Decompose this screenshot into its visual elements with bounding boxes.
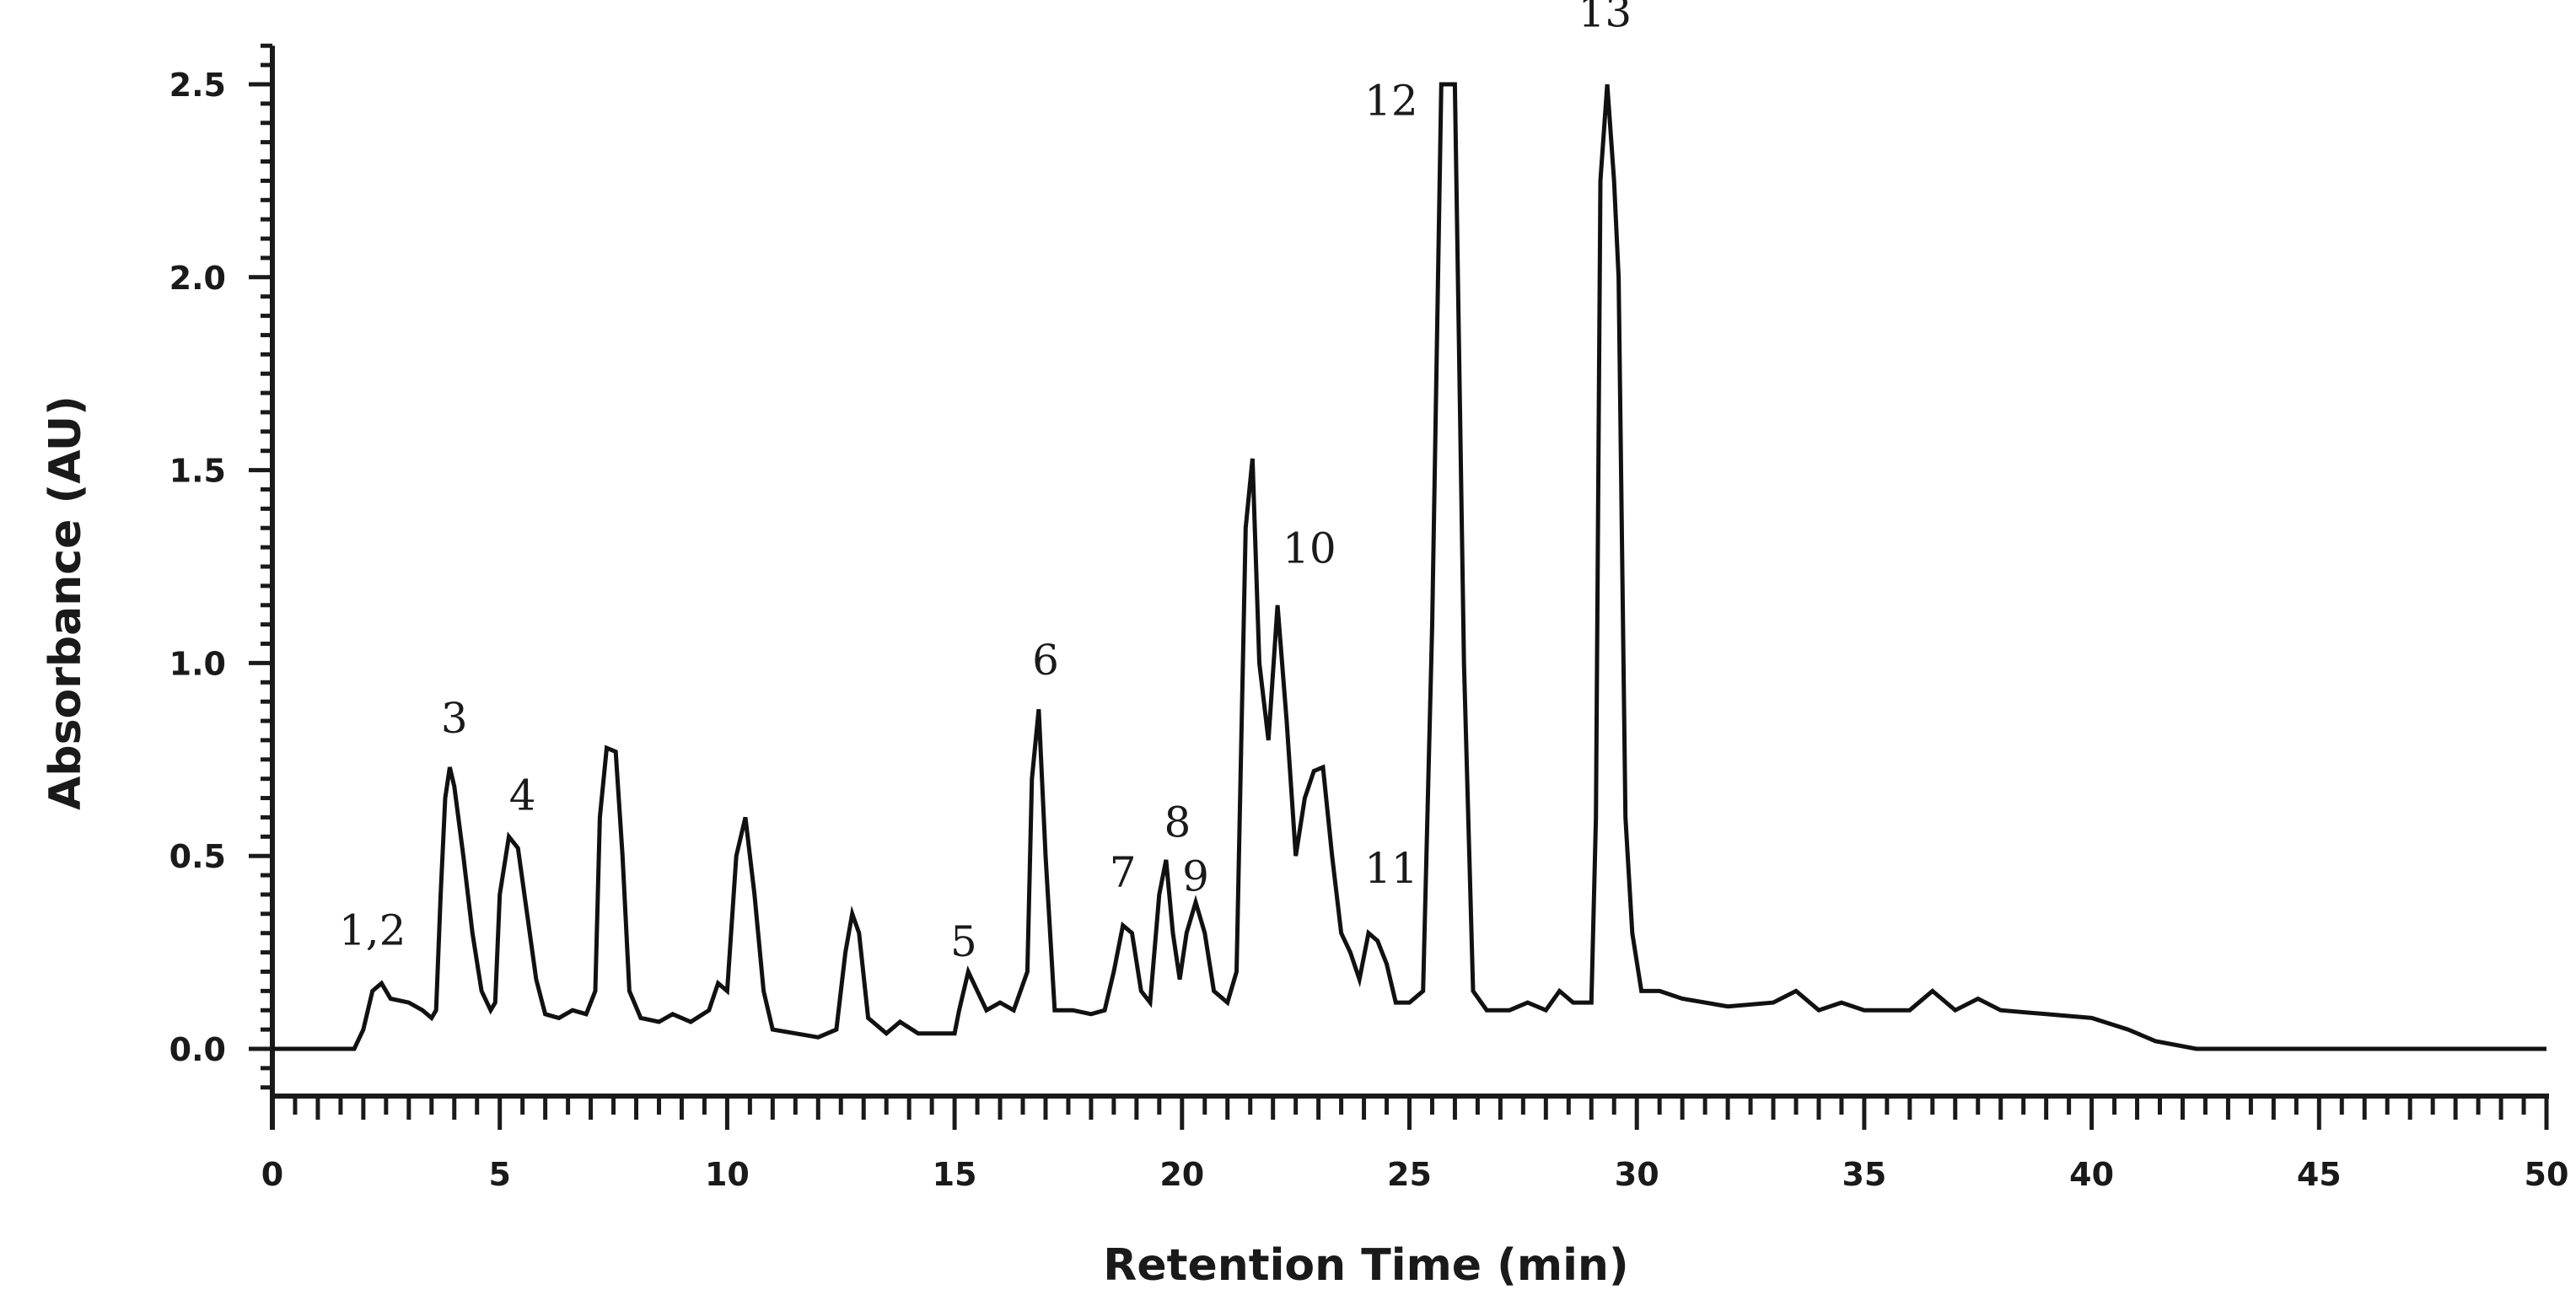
chromatogram-trace bbox=[272, 82, 2546, 1051]
axes bbox=[270, 46, 2549, 1130]
peak-label: 5 bbox=[950, 917, 977, 966]
x-tick-label: 45 bbox=[2297, 1156, 2342, 1193]
peak-label: 1,2 bbox=[339, 906, 406, 954]
x-tick-label: 15 bbox=[933, 1156, 977, 1193]
y-tick-label: 2.0 bbox=[169, 260, 226, 297]
peak-label: 4 bbox=[509, 771, 536, 820]
y-tick-label: 1.5 bbox=[169, 453, 226, 490]
peak-label: 10 bbox=[1283, 524, 1336, 572]
peak-label: 13 bbox=[1578, 0, 1632, 36]
x-tick-label: 35 bbox=[1842, 1156, 1886, 1193]
x-tick-label: 40 bbox=[2069, 1156, 2114, 1193]
x-tick-label: 20 bbox=[1159, 1156, 1204, 1193]
peak-label: 11 bbox=[1364, 844, 1418, 893]
peak-label: 9 bbox=[1182, 852, 1209, 900]
x-tick-label: 50 bbox=[2525, 1156, 2569, 1193]
y-tick-label: 0.0 bbox=[169, 1031, 226, 1068]
peak-label: 12 bbox=[1364, 77, 1418, 126]
x-tick-label: 25 bbox=[1387, 1156, 1432, 1193]
tick-labels: 0 5 10 15 20 25 30 35 40 45 500.00.51.01.52.02.5 bbox=[169, 67, 2569, 1193]
x-tick-label: 5 bbox=[488, 1156, 510, 1193]
peak-label: 3 bbox=[441, 694, 468, 743]
y-tick-label: 2.5 bbox=[169, 67, 226, 104]
x-tick-label: 30 bbox=[1615, 1156, 1659, 1193]
y-axis-title: Absorbance (AU) bbox=[40, 395, 91, 810]
tick-marks bbox=[249, 43, 2549, 1130]
peak-label: 6 bbox=[1032, 636, 1059, 685]
x-tick-label: 10 bbox=[705, 1156, 750, 1193]
y-tick-label: 1.0 bbox=[169, 645, 226, 682]
series-layer bbox=[272, 82, 2546, 1051]
x-axis-title: Retention Time (min) bbox=[1103, 1240, 1628, 1291]
peak-label: 7 bbox=[1110, 848, 1137, 897]
y-tick-label: 0.5 bbox=[169, 838, 226, 875]
peak-label: 8 bbox=[1164, 798, 1191, 846]
x-tick-label: 0 bbox=[261, 1156, 283, 1193]
